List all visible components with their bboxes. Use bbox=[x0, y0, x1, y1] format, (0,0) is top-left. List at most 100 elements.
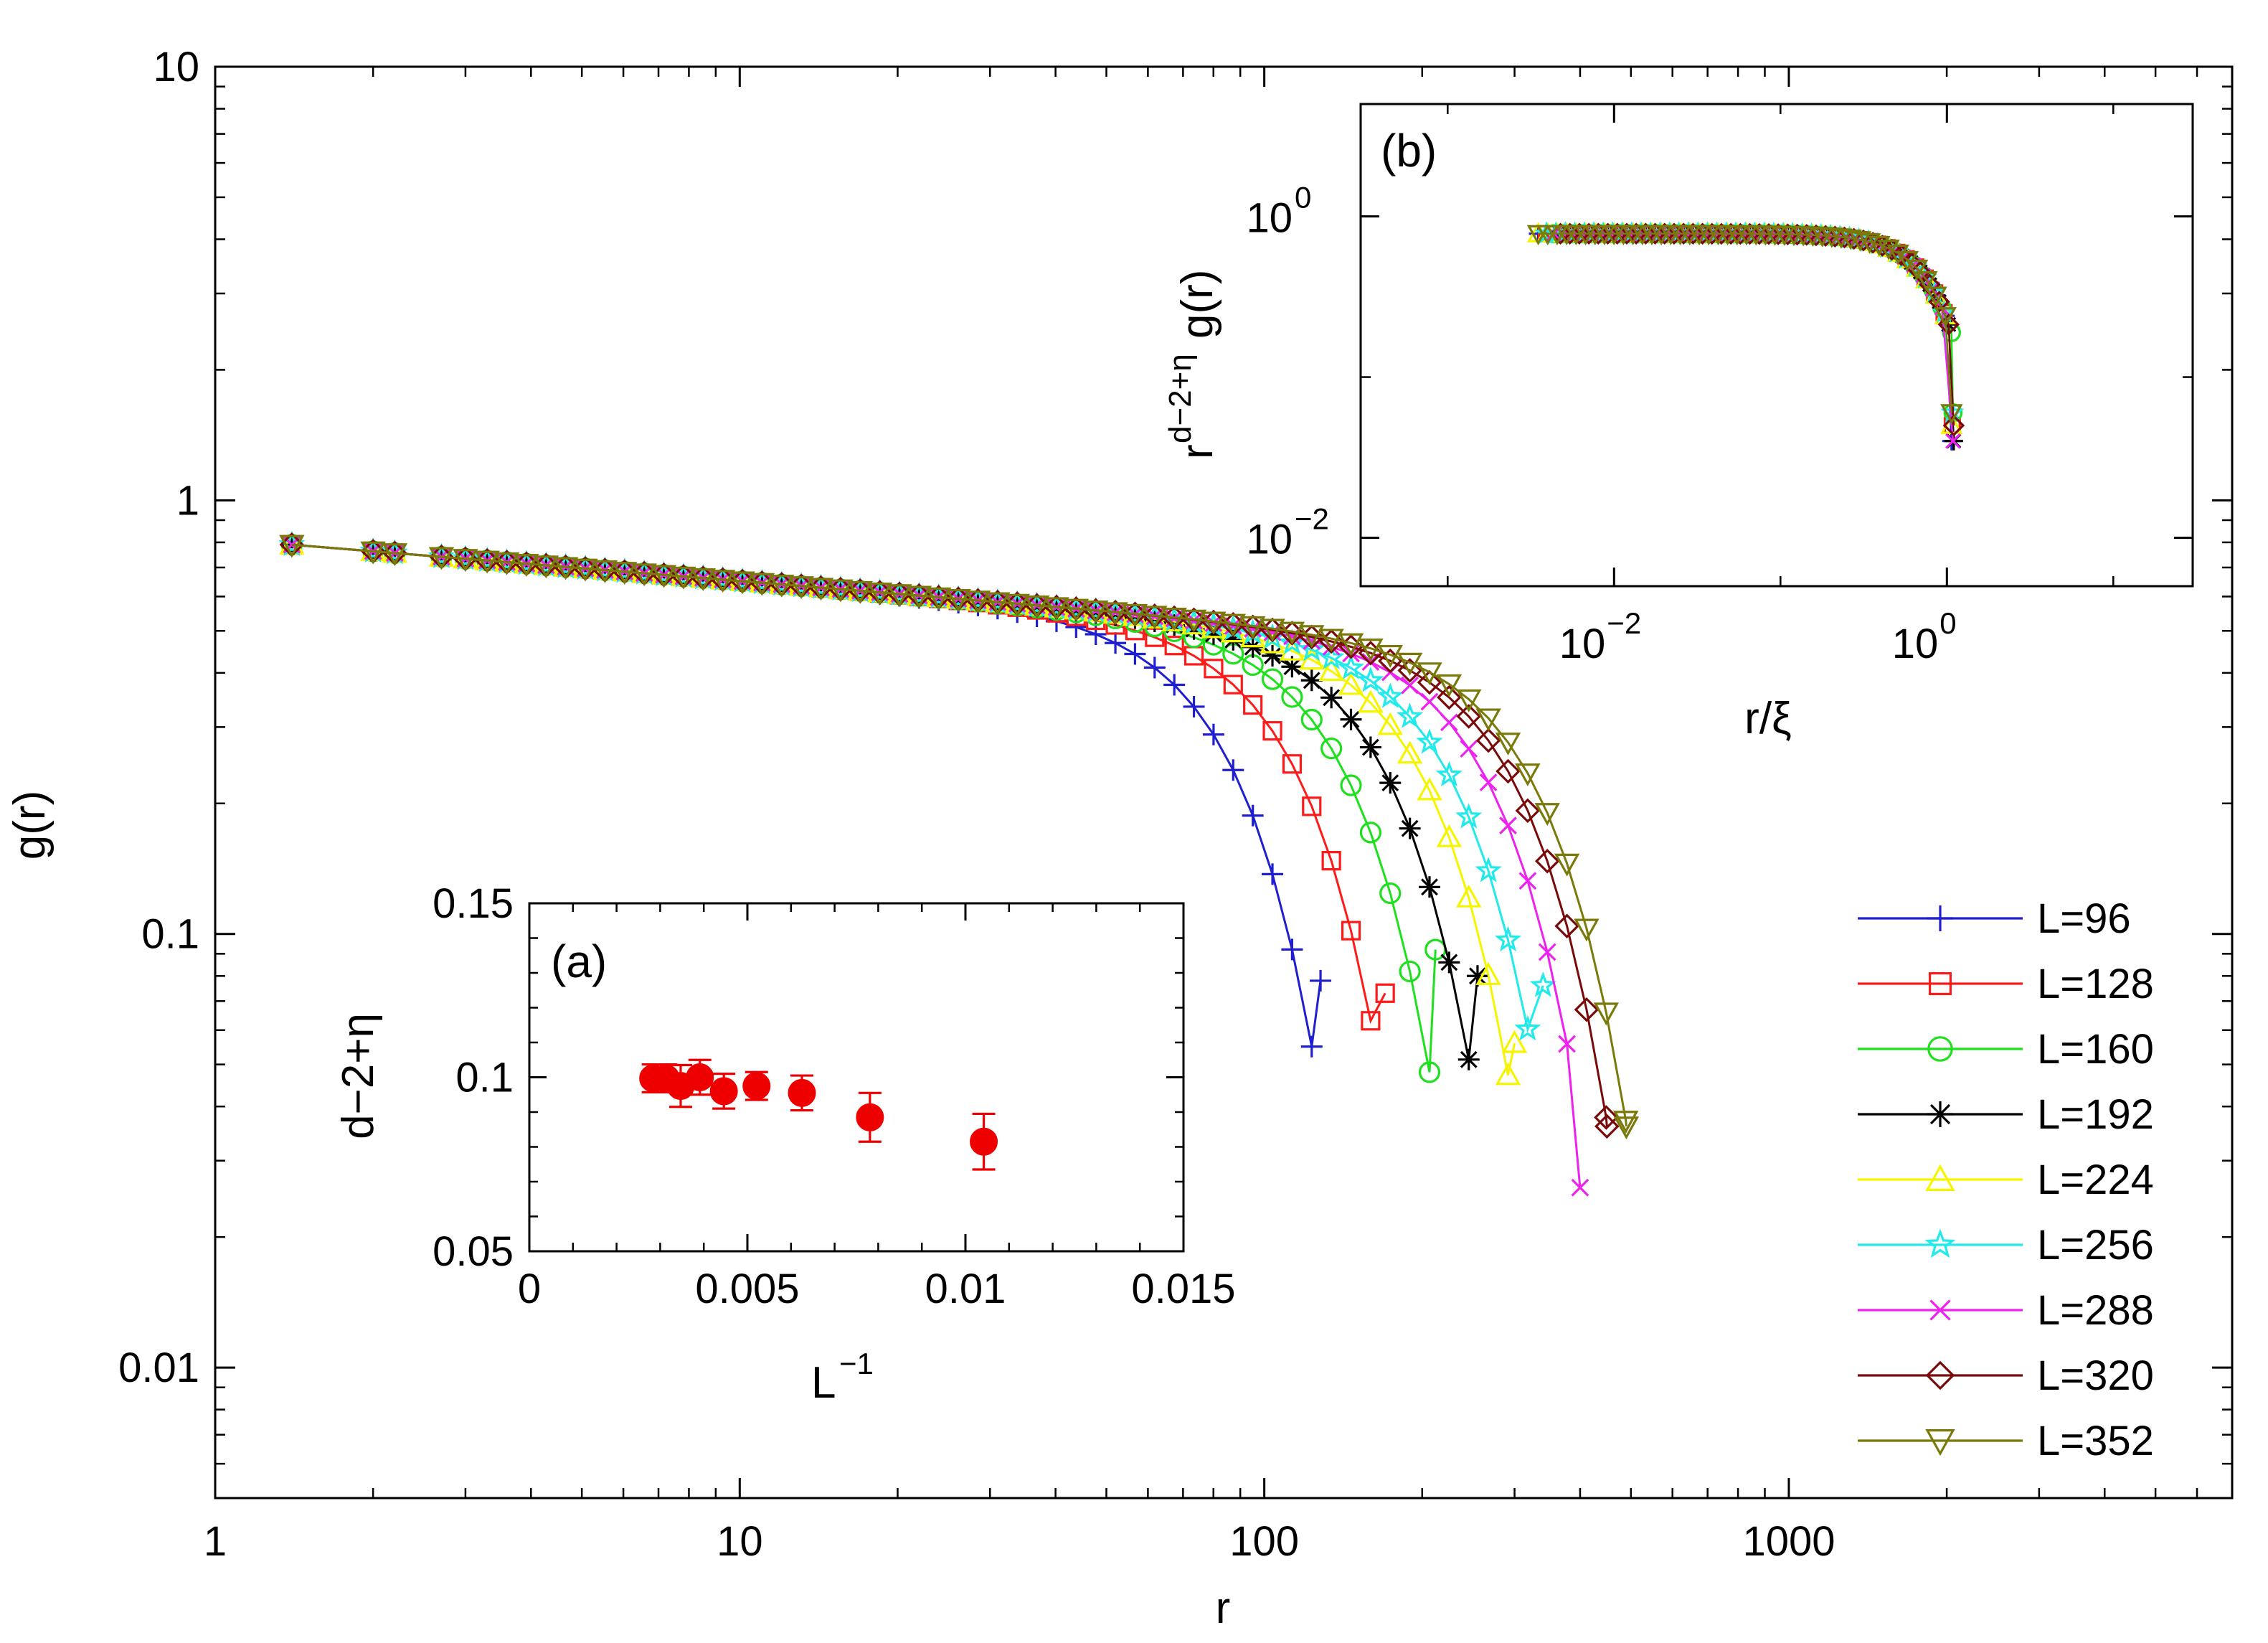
main-x-tick-label: 100 bbox=[1229, 1518, 1299, 1565]
series-point bbox=[1558, 1035, 1576, 1053]
series-point bbox=[1397, 740, 1423, 764]
inset-b-point bbox=[1934, 307, 1957, 328]
inset-b-point bbox=[1942, 414, 1965, 437]
series-point bbox=[1357, 667, 1384, 692]
inset-a-point bbox=[788, 1074, 816, 1112]
series-point bbox=[428, 547, 455, 570]
series-point bbox=[1594, 1105, 1619, 1130]
series-point bbox=[1161, 607, 1187, 631]
series-point bbox=[1417, 777, 1442, 801]
series-point bbox=[651, 565, 677, 588]
series-point bbox=[1515, 798, 1541, 824]
main-x-tick-label: 1000 bbox=[1742, 1518, 1835, 1565]
series-point bbox=[769, 574, 795, 598]
series-point bbox=[592, 560, 618, 583]
series-point bbox=[1337, 654, 1365, 679]
series-point bbox=[1574, 918, 1600, 942]
series-point bbox=[1456, 689, 1482, 712]
series-point bbox=[1243, 695, 1263, 715]
series-point bbox=[1436, 674, 1463, 697]
series-point bbox=[1475, 708, 1501, 732]
legend-marker bbox=[1925, 1429, 1955, 1456]
inset-b-x-tick-exp: −2 bbox=[1607, 606, 1641, 640]
series-point bbox=[1320, 687, 1343, 709]
series-point bbox=[1359, 822, 1381, 844]
legend-entry: L=288 bbox=[1858, 1287, 2154, 1334]
series-point bbox=[828, 579, 854, 603]
series-point bbox=[1538, 943, 1556, 961]
series-point bbox=[1318, 629, 1344, 652]
inset-b-y-tick-base: 10 bbox=[1246, 195, 1293, 242]
legend-marker bbox=[1925, 1164, 1955, 1191]
inset-a-panel-label: (a) bbox=[551, 936, 607, 987]
legend-label: L=128 bbox=[2037, 961, 2154, 1007]
inset-b-y-tick-exp: −2 bbox=[1295, 502, 1329, 536]
inset-a-x-tick-label: 0 bbox=[518, 1266, 541, 1312]
series-point bbox=[1300, 708, 1323, 731]
series-point bbox=[1341, 921, 1361, 941]
inset-b-series-L=352 bbox=[1526, 225, 1963, 425]
series-point bbox=[1359, 736, 1381, 758]
inset-a-x-label-sup: −1 bbox=[839, 1347, 874, 1380]
inset-a-point bbox=[970, 1112, 998, 1171]
legend-marker bbox=[1929, 1299, 1951, 1321]
series-point bbox=[1281, 938, 1303, 961]
legend-marker bbox=[1927, 905, 1953, 931]
series-point bbox=[1223, 674, 1243, 695]
series-point bbox=[985, 592, 1011, 616]
series-point bbox=[1399, 960, 1421, 983]
series-point bbox=[1163, 674, 1186, 696]
legend-entry: L=224 bbox=[1858, 1157, 2154, 1203]
inset-b-background bbox=[1361, 104, 2193, 586]
series-point bbox=[926, 587, 952, 611]
series-point bbox=[1181, 609, 1207, 633]
series-point bbox=[1281, 656, 1303, 678]
series-point bbox=[493, 552, 520, 575]
inset-b-x-axis-label: r/ξ bbox=[1744, 694, 1792, 743]
inset-b-point bbox=[1886, 244, 1909, 265]
inset-a-y-tick-label: 0.15 bbox=[433, 880, 514, 927]
legend-marker bbox=[1924, 1228, 1956, 1258]
inset-b-frame bbox=[1359, 103, 2194, 588]
legend-entry: L=96 bbox=[1858, 895, 2131, 942]
series-point bbox=[1122, 603, 1148, 627]
series-point bbox=[690, 568, 716, 591]
series-point bbox=[1201, 611, 1227, 635]
series-point bbox=[1479, 773, 1498, 791]
series-point bbox=[1082, 601, 1109, 623]
series-point bbox=[1262, 721, 1282, 741]
inset-b-y-tick-label: 10 −2 bbox=[1246, 502, 1328, 563]
series-point bbox=[1204, 659, 1224, 679]
legend-marker bbox=[1927, 1036, 1953, 1062]
inset-a-y-axis-label: d−2+η bbox=[334, 1013, 383, 1139]
inset-a-marker bbox=[686, 1063, 714, 1091]
series-point bbox=[1142, 606, 1168, 629]
series-point bbox=[1183, 695, 1205, 717]
inset-b-y-tick-base: 10 bbox=[1246, 517, 1293, 563]
inset-b-series bbox=[1526, 221, 1965, 451]
series-point bbox=[1379, 772, 1402, 794]
inset-b-point bbox=[1909, 260, 1932, 283]
main-y-tick-label: 0.1 bbox=[141, 911, 199, 958]
series-point bbox=[572, 558, 598, 582]
inset-b-x-tick-exp: 0 bbox=[1939, 606, 1956, 640]
main-plot-frame bbox=[214, 65, 2234, 1500]
series-point bbox=[1554, 853, 1580, 877]
series-point bbox=[1024, 595, 1050, 618]
main-x-tick-label: 1 bbox=[204, 1518, 227, 1565]
series-point bbox=[906, 585, 932, 609]
inset-b-x-tick-base: 10 bbox=[1892, 621, 1939, 667]
series-point bbox=[533, 555, 559, 579]
series-point bbox=[1376, 682, 1404, 708]
main-y-tick-label: 0.01 bbox=[118, 1345, 199, 1391]
series-point bbox=[1534, 803, 1560, 827]
series-point bbox=[749, 573, 775, 596]
series-point bbox=[1456, 884, 1482, 908]
inset-b-y-label-sup: d−2+η bbox=[1163, 354, 1198, 443]
series-point bbox=[1298, 636, 1326, 662]
inset-a-marker bbox=[970, 1127, 998, 1156]
inset-b-y-axis-label: r d−2+η g(r) bbox=[1163, 270, 1222, 459]
series-point bbox=[1299, 625, 1325, 649]
inset-b-point bbox=[1924, 286, 1947, 307]
